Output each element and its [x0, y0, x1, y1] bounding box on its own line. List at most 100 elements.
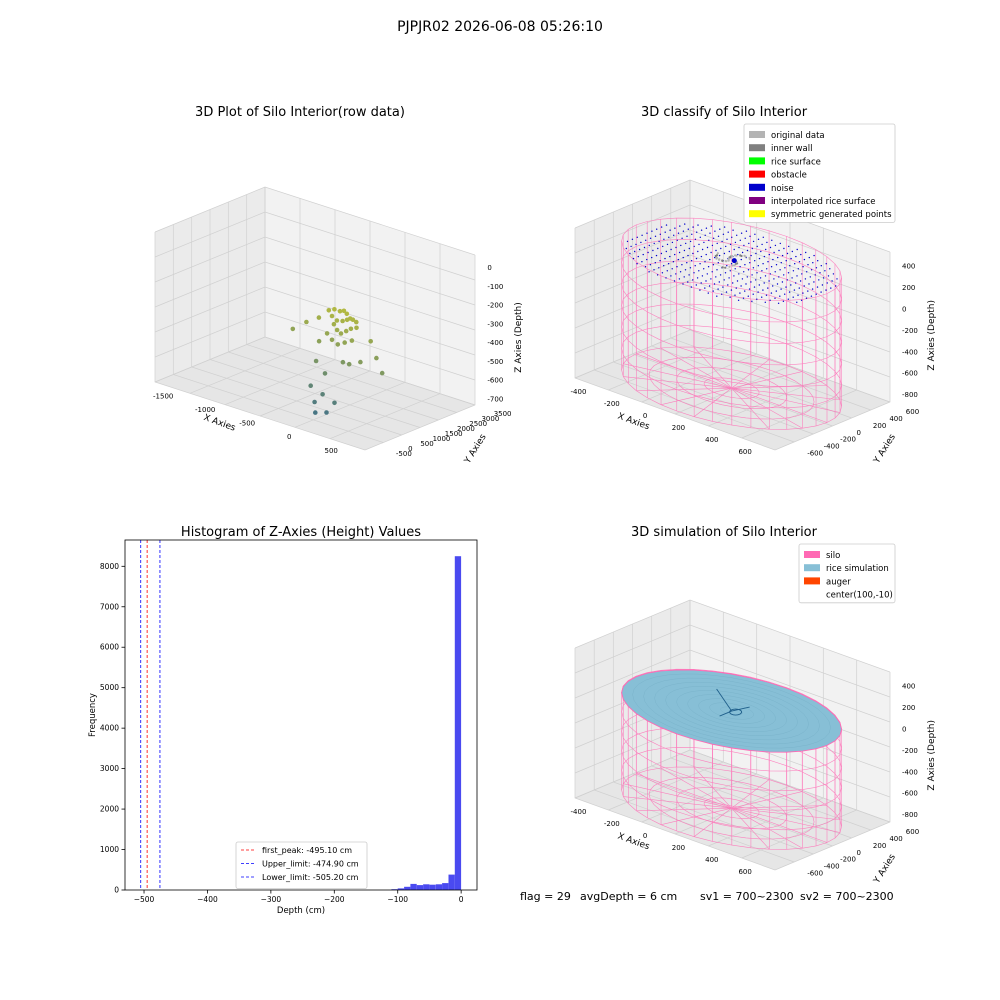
raw-point — [322, 371, 328, 376]
sim-auger — [716, 688, 750, 717]
classify-noise-point — [689, 240, 692, 243]
classify-3d-plot: 3D classify of Silo Interior -400-200020… — [571, 105, 938, 466]
classify-noise-point — [693, 272, 695, 274]
classify-noise-point — [743, 244, 745, 247]
raw-grid-y — [264, 187, 476, 406]
depth-histogram: Histogram of Z-Axies (Height) Values −50… — [88, 525, 478, 916]
classify-noise-point — [727, 231, 729, 233]
classify-noise-point — [710, 225, 712, 227]
classify-noise-point — [688, 274, 690, 276]
classify-noise-point — [695, 284, 697, 286]
raw-point — [343, 328, 349, 334]
classify-noise-point — [783, 247, 785, 250]
classify-noise-point — [722, 286, 724, 288]
classify-z-axis-label: Z Axies (Depth) — [927, 300, 937, 371]
raw-point — [342, 340, 348, 345]
classify-noise-point — [758, 284, 760, 286]
classify-legend-swatch — [749, 183, 765, 191]
histogram-legend-label: Upper_limit: -474.90 cm — [262, 860, 359, 869]
sim-rice-mesh-ring — [632, 673, 831, 749]
raw-gridlines — [154, 186, 476, 451]
classify-noise-point — [807, 264, 809, 266]
classify-noise-point — [719, 274, 722, 276]
classify-noise-point — [713, 283, 716, 285]
classify-noise-point — [806, 271, 808, 273]
classify-noise-point — [769, 246, 772, 249]
classify-noise-point — [733, 275, 735, 277]
classify-noise-point — [836, 278, 838, 280]
classify-noise-point — [648, 244, 650, 247]
classify-noise-point — [694, 265, 696, 267]
classify-noise-point — [775, 290, 777, 292]
raw-grid-y — [246, 194, 457, 413]
classify-noise-point — [728, 250, 730, 253]
classify-noise-point — [675, 273, 677, 275]
raw-y-tick-label: -500 — [396, 450, 412, 458]
classify-noise-point — [786, 252, 789, 255]
classify-plot-title: 3D classify of Silo Interior — [641, 105, 808, 120]
classify-noise-point — [715, 276, 717, 278]
classify-noise-point — [770, 292, 773, 294]
classify-noise-point — [738, 246, 740, 249]
classify-noise-point — [666, 270, 668, 272]
classify-silo-floor-ring — [676, 367, 787, 410]
histogram-x-tick-label: 0 — [459, 895, 464, 904]
classify-noise-point — [798, 261, 801, 263]
histogram-bars — [391, 556, 462, 890]
histogram-y-tick-label: 7000 — [100, 602, 119, 611]
classify-noise-point — [763, 282, 765, 284]
classify-noise-point — [835, 285, 837, 287]
classify-x-tick-label: 200 — [672, 424, 685, 432]
histogram-bar — [404, 886, 411, 890]
classify-noise-point — [676, 239, 678, 241]
classify-noise-point — [699, 263, 701, 265]
classify-noise-point — [739, 292, 741, 294]
classify-noise-point — [780, 262, 782, 264]
raw-x-tick-label: -1000 — [195, 406, 215, 414]
classify-noise-point — [773, 278, 775, 280]
classify-noise-point — [646, 258, 648, 261]
classify-noise-point — [637, 255, 639, 258]
classify-noise-point — [696, 277, 699, 279]
sim-gridlines — [574, 599, 891, 871]
classify-noise-point — [636, 263, 638, 265]
sim-auger-arm — [716, 688, 732, 712]
histogram-y-tick-label: 5000 — [100, 683, 119, 692]
sim-y-tick-label: 400 — [889, 835, 902, 843]
classify-noise-point — [671, 268, 673, 270]
classify-noise-point — [706, 246, 709, 249]
histogram-legend-label: first_peak: -495.10 cm — [262, 846, 352, 855]
sim-x-tick-label: -200 — [604, 820, 620, 828]
classify-noise-point — [661, 272, 664, 274]
classify-noise-point — [709, 258, 711, 261]
classify-noise-point — [777, 256, 779, 259]
classify-noise-point — [716, 295, 718, 297]
classify-noise-point — [781, 281, 784, 283]
classify-noise-point — [669, 255, 671, 258]
classify-cluster-point — [740, 254, 743, 258]
sim-legend-label: rice simulation — [826, 564, 889, 574]
classify-noise-point — [803, 285, 805, 287]
classify-noise-point — [786, 279, 788, 281]
classify-noise-point — [734, 294, 736, 296]
raw-point — [340, 318, 345, 324]
classify-cluster-point — [731, 255, 734, 258]
classify-noise-point — [678, 278, 681, 280]
classify-noise-point — [638, 248, 641, 251]
classify-noise-point — [673, 234, 675, 236]
classify-y-axis-label: Y Axies — [872, 432, 898, 466]
classify-noise-point — [772, 258, 774, 261]
classify-noise-point — [648, 271, 650, 273]
classify-noise-point — [768, 280, 770, 282]
classify-noise-point — [808, 256, 810, 259]
histogram-legend-label: Lower_limit: -505.20 cm — [262, 873, 359, 882]
classify-noise-point — [749, 235, 751, 237]
classify-noise-point — [744, 264, 746, 266]
classify-noise-point — [777, 302, 780, 304]
sim-legend-swatch — [804, 564, 820, 572]
raw-point — [324, 331, 330, 336]
classify-noise-point — [686, 262, 688, 264]
raw-point — [320, 392, 325, 397]
classify-noise-point — [770, 266, 773, 268]
classify-noise-point — [701, 248, 704, 251]
